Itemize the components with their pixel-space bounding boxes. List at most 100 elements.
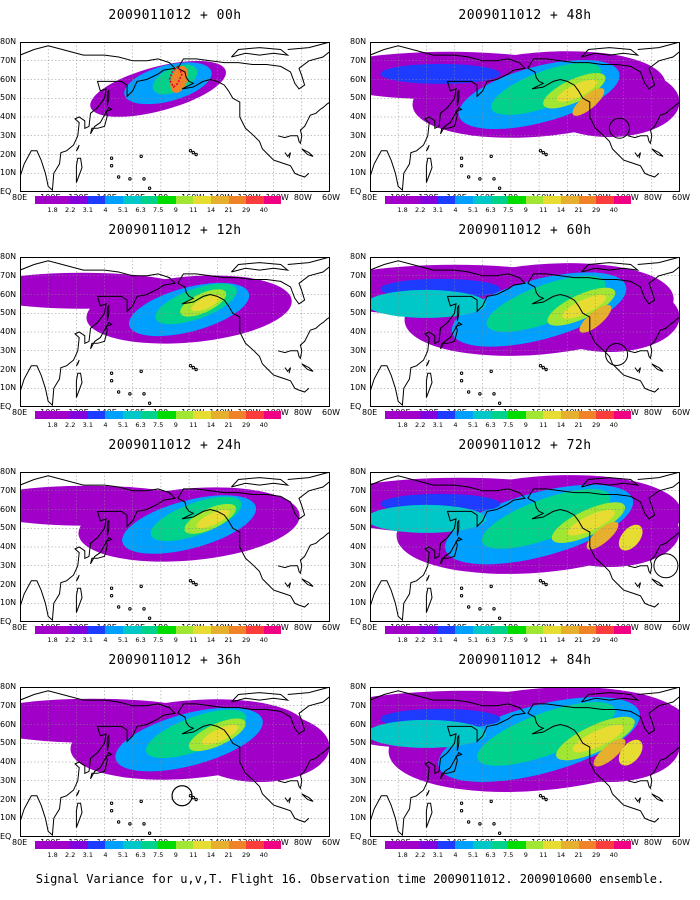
panel-title: 2009011012 + 12h [108, 223, 242, 238]
y-tick-label: 50N [0, 308, 17, 318]
colorbar-segment [193, 411, 211, 419]
colorbar-segment [437, 411, 456, 419]
y-tick-label: 80N [0, 682, 17, 691]
colorbar-label: 3.1 [432, 206, 443, 214]
colorbar-segment [263, 841, 282, 849]
y-tick-label: 80N [0, 467, 17, 476]
colorbar-segment [543, 841, 561, 849]
x-tick-label: 80W [643, 623, 662, 632]
y-tick-label: 50N [350, 93, 367, 103]
colorbar-label: 6.3 [485, 851, 496, 859]
variance-shading [370, 472, 680, 622]
colorbar-label: 9 [523, 851, 528, 859]
colorbar-segment [105, 411, 123, 419]
colorbar [385, 411, 632, 419]
colorbar-segment [578, 626, 597, 634]
colorbar-label: 21 [574, 206, 583, 214]
y-tick-label: EQ [0, 832, 12, 841]
colorbar-segment [613, 411, 632, 419]
colorbar-label: 7.5 [153, 206, 164, 214]
colorbar-label: 6.3 [135, 636, 146, 644]
colorbar-segment [455, 196, 473, 204]
circle-marker [605, 343, 629, 366]
x-tick-label: 80E [12, 838, 28, 847]
colorbar-segment [228, 196, 247, 204]
y-tick-label: 70N [0, 55, 17, 65]
y-tick-label: 70N [350, 700, 367, 710]
colorbar-segment [490, 411, 509, 419]
colorbar-segment [543, 626, 561, 634]
y-tick-label: 10N [350, 383, 367, 393]
colorbar-segment [175, 196, 194, 204]
colorbar-segment [228, 841, 247, 849]
map-gridlines [370, 472, 680, 622]
y-tick-label: 60N [0, 504, 17, 514]
colorbar-segment [596, 841, 614, 849]
colorbar-label: 2.2 [415, 851, 426, 859]
colorbar-segment [437, 626, 456, 634]
colorbar-label: 40 [609, 206, 618, 214]
coastlines [370, 687, 680, 837]
variance-map [20, 257, 330, 407]
colorbar-label: 9 [173, 206, 178, 214]
colorbar-label: 14 [206, 206, 216, 214]
y-tick-label: 80N [0, 37, 17, 46]
x-tick-label: 80E [12, 193, 28, 202]
y-tick-label: 60N [350, 504, 367, 514]
colorbar [385, 626, 632, 634]
y-tick-label: 70N [350, 485, 367, 495]
colorbar-segment [613, 196, 632, 204]
colorbar-segment [87, 626, 106, 634]
colorbar-segment [210, 626, 229, 634]
x-tick-label: 60W [672, 408, 691, 417]
colorbar-segment [437, 841, 456, 849]
panel-title: 2009011012 + 36h [108, 653, 242, 668]
x-tick-label: 80W [293, 408, 312, 417]
y-tick-label: EQ [350, 187, 362, 196]
colorbar-segment [578, 841, 597, 849]
colorbar-label: 4 [453, 206, 458, 214]
colorbar-segment [158, 626, 176, 634]
colorbar-label: 2.2 [65, 851, 76, 859]
colorbar-label: 21 [224, 851, 233, 859]
colorbar-label: 14 [206, 851, 216, 859]
y-tick-label: 60N [0, 289, 17, 299]
colorbar-label: 40 [609, 636, 618, 644]
map-gridlines [20, 687, 330, 837]
y-tick-label: 20N [350, 364, 367, 374]
x-tick-label: 60W [322, 623, 341, 632]
map-gridlines [370, 257, 680, 407]
coastlines [20, 42, 330, 192]
colorbar-label: 11 [539, 421, 548, 429]
colorbar-segment [263, 626, 282, 634]
colorbar-label: 5.1 [467, 206, 479, 214]
colorbar-label: 5.1 [467, 421, 479, 429]
colorbar-label: 4 [453, 636, 458, 644]
colorbar-label: 3.1 [432, 851, 443, 859]
y-tick-label: EQ [0, 402, 12, 411]
colorbar-segment [560, 841, 579, 849]
y-tick-label: 30N [350, 130, 367, 140]
x-tick-label: 80W [293, 838, 312, 847]
colorbar-segment [140, 841, 159, 849]
colorbar-label: 9 [523, 206, 528, 214]
colorbar-segment [35, 626, 53, 634]
forecast-panel-4: 2009011012 + 24h 80N 70N 60N 50N 40N 30N 20N 10N… [0, 430, 350, 645]
colorbar-label: 7.5 [153, 421, 164, 429]
colorbar-segment [385, 626, 403, 634]
colorbar-label: 11 [189, 636, 198, 644]
colorbar-segment [560, 626, 579, 634]
y-tick-label: EQ [350, 402, 362, 411]
y-tick-label: 40N [0, 542, 17, 551]
colorbar-label: 6.3 [485, 206, 496, 214]
map-gridlines [20, 42, 330, 192]
colorbar-label: 9 [523, 421, 528, 429]
coastlines [20, 687, 330, 837]
colorbar-segment [472, 841, 491, 849]
y-tick-label: 70N [0, 270, 17, 280]
colorbar-segment [140, 626, 159, 634]
panel-title: 2009011012 + 48h [458, 8, 592, 23]
colorbar-segment [35, 196, 53, 204]
colorbar-segment [35, 841, 53, 849]
circle-marker [171, 785, 193, 807]
